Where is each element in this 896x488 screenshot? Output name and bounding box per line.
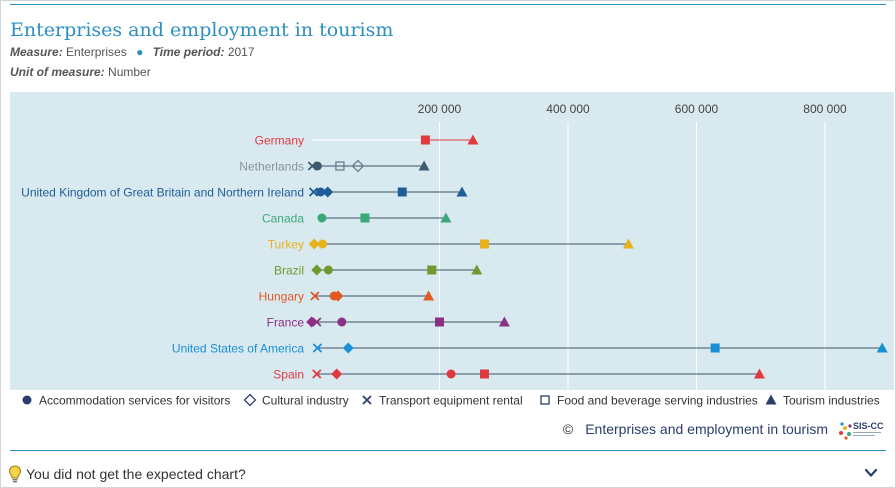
category-label: Hungary (259, 290, 304, 304)
legend-label: Food and beverage serving industries (557, 394, 758, 408)
chevron-down-icon[interactable] (864, 466, 878, 480)
data-point (323, 265, 333, 275)
legend-marker (540, 395, 550, 405)
category-label: United Kingdom of Great Britain and Nort… (21, 186, 304, 200)
unit-label: Unit of measure: (10, 65, 105, 79)
legend-label: Cultural industry (262, 394, 349, 408)
data-point (337, 317, 347, 327)
lightbulb-icon (8, 465, 22, 483)
copyright-symbol: © (562, 421, 574, 437)
data-point (312, 343, 323, 353)
data-point (420, 135, 430, 145)
category-label: Brazil (274, 264, 304, 278)
data-point (318, 239, 328, 249)
data-point (427, 265, 437, 275)
data-point (397, 187, 407, 197)
x-tick-label: 200 000 (418, 102, 462, 116)
category-label: France (267, 316, 305, 330)
data-point (479, 239, 489, 249)
data-point (418, 160, 430, 171)
data-point (479, 369, 489, 379)
legend-marker (362, 395, 372, 405)
data-point (446, 369, 456, 379)
sis-cc-logo-icon: SIS-CC (839, 421, 884, 440)
data-point (312, 369, 322, 379)
legend-label: Accommodation services for visitors (39, 394, 230, 408)
data-point (308, 187, 319, 197)
x-tick-label: 400 000 (546, 102, 590, 116)
separator-dot: ● (136, 45, 144, 59)
data-point (310, 291, 320, 301)
data-point (456, 186, 468, 197)
chart-feedback-question[interactable]: You did not get the expected chart? (26, 466, 246, 482)
data-point (360, 213, 370, 223)
data-point (435, 317, 444, 327)
data-point (498, 316, 510, 327)
legend-marker (765, 394, 777, 405)
logo-text: SIS-CC (853, 421, 884, 431)
top-divider (10, 4, 886, 5)
x-tick-label: 600 000 (675, 102, 719, 116)
data-point (423, 290, 435, 301)
legend-label: Transport equipment rental (379, 394, 523, 408)
measure-line: Measure: Enterprises ● Time period: 2017 (10, 45, 255, 59)
data-point (351, 159, 365, 173)
data-point (322, 186, 334, 198)
time-period-value: 2017 (227, 45, 255, 59)
legend-label: Tourism industries (783, 394, 880, 408)
dot-plot-chart: 200 000 400 000 600 000 800 000 Germany Nethe… (10, 92, 894, 408)
data-point (312, 161, 322, 171)
data-point (312, 317, 322, 327)
data-point (467, 134, 479, 145)
data-point (317, 213, 327, 223)
category-label: Spain (273, 368, 304, 382)
measure-label: Measure: (10, 45, 63, 59)
data-point (471, 264, 483, 275)
data-point (308, 238, 320, 250)
unit-value: Number (108, 65, 151, 79)
unit-line: Unit of measure: Number (10, 65, 151, 79)
plot-area (10, 92, 894, 390)
legend-marker (22, 395, 32, 405)
data-point (876, 342, 888, 353)
data-point (342, 342, 354, 354)
data-point (440, 212, 452, 223)
data-point (335, 161, 345, 171)
measure-value: Enterprises (66, 45, 127, 59)
data-point (316, 187, 326, 197)
data-point (332, 290, 344, 302)
page-title: Enterprises and employment in tourism (10, 19, 394, 41)
copyright-link[interactable]: © Enterprises and employment in tourism … (563, 415, 884, 443)
bottom-divider (10, 450, 886, 451)
x-tick-label: 800 000 (803, 102, 847, 116)
category-label: Canada (262, 212, 304, 226)
data-point (710, 343, 720, 353)
category-label: United States of America (172, 342, 304, 356)
data-point (331, 368, 343, 380)
data-point (622, 238, 634, 249)
time-period-label: Time period: (152, 45, 225, 59)
category-label: Turkey (268, 238, 304, 252)
category-label: Netherlands (239, 160, 304, 174)
data-point (311, 264, 323, 276)
copyright-text[interactable]: Enterprises and employment in tourism (585, 421, 828, 437)
category-label: Germany (255, 134, 304, 148)
data-point (753, 368, 765, 379)
legend-marker (243, 393, 257, 407)
